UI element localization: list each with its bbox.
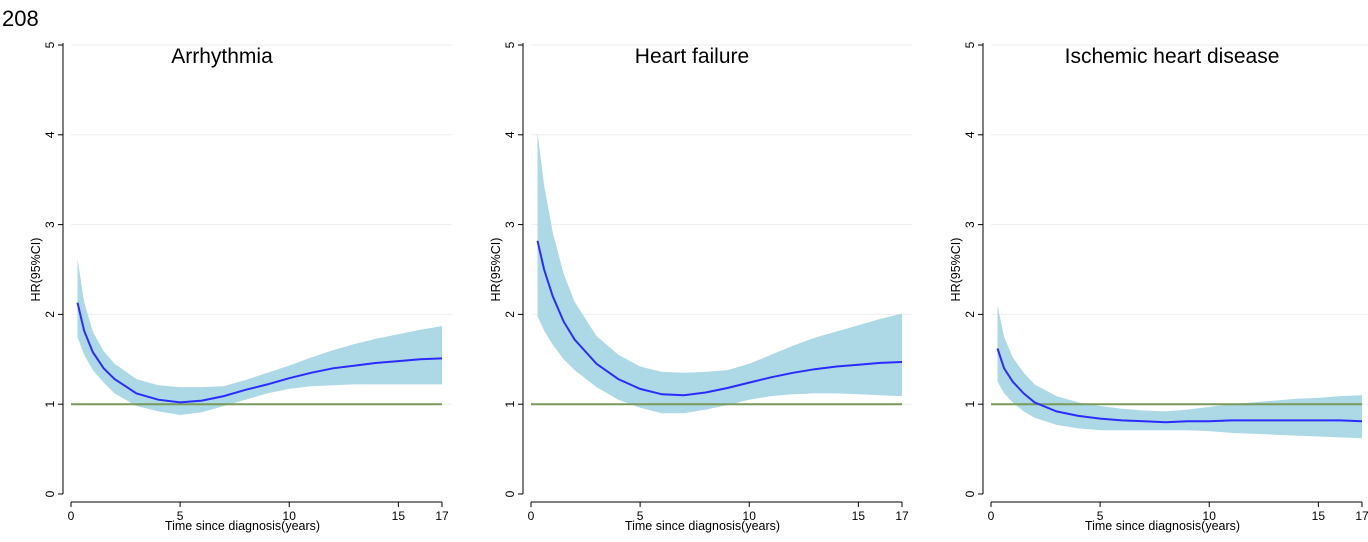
y-axis-title: HR(95%CI)	[489, 238, 503, 302]
y-tick-label: 1	[43, 401, 57, 408]
x-tick-label: 5	[1097, 509, 1104, 523]
x-tick-label: 15	[1312, 509, 1326, 523]
y-tick-label: 3	[963, 221, 977, 228]
chart-title: Ischemic heart disease	[1065, 45, 1280, 68]
confidence-band	[537, 132, 902, 414]
y-tick-label: 5	[43, 41, 57, 48]
x-tick-label: 5	[177, 509, 184, 523]
confidence-band	[77, 258, 442, 415]
x-tick-label: 15	[852, 509, 866, 523]
x-tick-label: 10	[743, 509, 757, 523]
y-tick-label: 0	[503, 490, 517, 497]
page-number-label: 208	[2, 6, 39, 31]
y-tick-label: 1	[503, 401, 517, 408]
x-axis-title: Time since diagnosis(years)	[1085, 519, 1240, 533]
x-tick-label: 10	[1203, 509, 1217, 523]
y-tick-label: 5	[963, 41, 977, 48]
chart-panel-ischemic-heart-disease: 0 1 2 3 4 5 0 5 10 15 17 Time since diagnosis(years…	[949, 41, 1368, 533]
y-tick-label: 2	[43, 311, 57, 318]
x-axis-title: Time since diagnosis(years)	[625, 519, 780, 533]
y-tick-label: 4	[503, 131, 517, 138]
x-tick-label: 15	[392, 509, 406, 523]
x-tick-label: 0	[528, 509, 535, 523]
x-axis-title: Time since diagnosis(years)	[165, 519, 320, 533]
x-tick-label: 17	[1355, 509, 1368, 523]
y-tick-label: 5	[503, 41, 517, 48]
chart-panel-heart-failure: 0 1 2 3 4 5 0 5 10 15 17 Time since diagnosis(years…	[489, 41, 912, 533]
y-tick-label: 0	[963, 490, 977, 497]
x-tick-label: 5	[637, 509, 644, 523]
y-tick-label: 2	[503, 311, 517, 318]
chart-title: Arrhythmia	[171, 45, 273, 68]
hr-curve	[996, 348, 1363, 424]
y-tick-label: 4	[43, 131, 57, 138]
confidence-band	[997, 305, 1362, 439]
y-tick-label: 4	[963, 131, 977, 138]
y-axis-title: HR(95%CI)	[29, 238, 43, 302]
y-tick-label: 0	[43, 490, 57, 497]
chart-title: Heart failure	[635, 45, 749, 68]
y-tick-label: 2	[963, 311, 977, 318]
y-tick-label: 1	[963, 401, 977, 408]
y-tick-label: 3	[43, 221, 57, 228]
x-tick-label: 0	[68, 509, 75, 523]
y-axis-title: HR(95%CI)	[949, 238, 963, 302]
x-tick-label: 17	[895, 509, 909, 523]
x-tick-label: 17	[435, 509, 449, 523]
chart-panel-arrhythmia: 0 1 2 3 4 5 0 5 10 15 17 Time since diagnosis(years…	[29, 41, 452, 533]
hr-curve	[536, 240, 903, 397]
hr-curve	[76, 302, 443, 404]
x-tick-label: 0	[988, 509, 995, 523]
x-tick-label: 10	[283, 509, 297, 523]
y-tick-label: 3	[503, 221, 517, 228]
